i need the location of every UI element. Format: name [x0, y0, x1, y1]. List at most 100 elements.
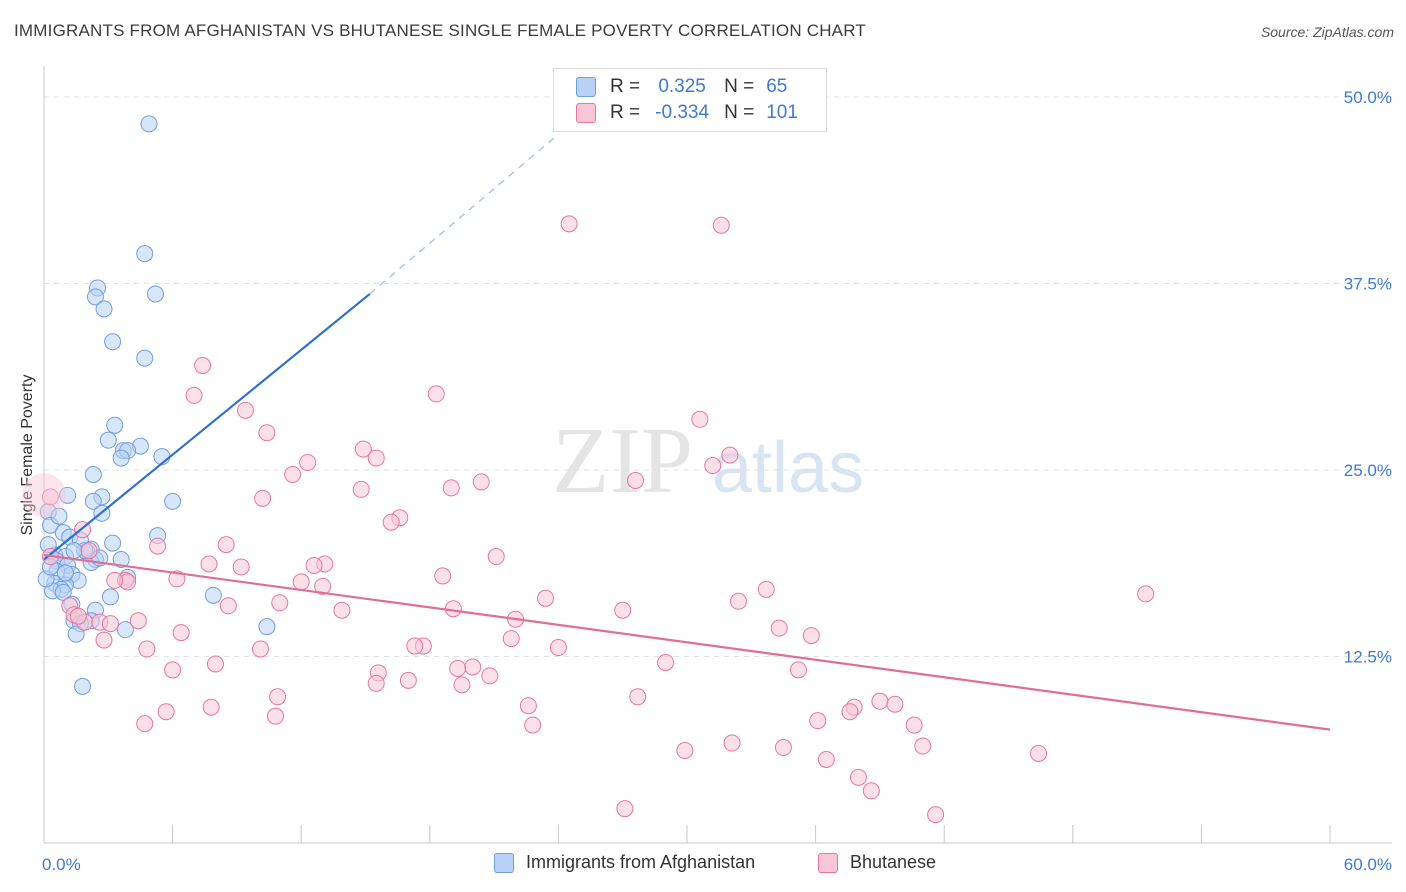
data-point [101, 588, 119, 606]
chart-title: IMMIGRANTS FROM AFGHANISTAN VS BHUTANESE… [14, 21, 866, 40]
data-point [80, 542, 98, 560]
x-tick-label: 60.0% [1344, 855, 1392, 874]
legend-n-value: 101 [766, 102, 798, 123]
data-point [729, 592, 747, 610]
data-point [269, 688, 287, 706]
data-point [627, 471, 645, 489]
data-point [817, 750, 835, 768]
legend-r-label: R = [610, 102, 641, 123]
data-point [136, 349, 154, 367]
data-point [314, 577, 332, 595]
data-point [367, 449, 385, 467]
data-point [50, 507, 68, 525]
data-point [723, 734, 741, 752]
data-point [849, 768, 867, 786]
y-tick-label: 50.0% [1344, 88, 1392, 107]
data-point [86, 288, 104, 306]
watermark: ZIP atlas [552, 409, 864, 513]
data-point [236, 401, 254, 419]
data-point [560, 215, 578, 233]
data-point [136, 715, 154, 733]
data-point [774, 739, 792, 757]
data-point [157, 703, 175, 721]
data-point [266, 707, 284, 725]
data-point [481, 667, 499, 685]
data-point-large [22, 473, 66, 518]
data-point [299, 454, 317, 472]
data-point [84, 465, 102, 483]
legend-swatch-afghanistan [576, 77, 596, 97]
data-point [537, 589, 555, 607]
data-point [67, 625, 85, 643]
watermark-zip: ZIP [552, 409, 693, 513]
y-tick-label: 37.5% [1344, 275, 1392, 294]
data-point [333, 601, 351, 619]
data-point [112, 551, 130, 569]
data-point [56, 564, 74, 582]
series-bhutanese-points [22, 215, 1155, 824]
data-point [106, 571, 124, 589]
data-point [271, 594, 289, 612]
data-point [164, 661, 182, 679]
bottom-legend-afghanistan: Immigrants from Afghanistan [494, 852, 755, 873]
data-point [464, 658, 482, 676]
data-point [146, 285, 164, 303]
data-point [905, 716, 923, 734]
data-point [427, 385, 445, 403]
bottom-legend-swatch-afghanistan [494, 852, 514, 873]
data-point [487, 548, 505, 566]
data-point [704, 457, 722, 475]
data-point [74, 677, 92, 695]
x-tick-label: 0.0% [42, 855, 81, 874]
data-point [69, 607, 87, 625]
bottom-legend-label-afghanistan: Immigrants from Afghanistan [526, 852, 756, 872]
data-point [382, 513, 400, 531]
data-point [116, 621, 134, 639]
source-label: Source: ZipAtlas.com [1260, 24, 1394, 40]
legend-n-value: 65 [766, 76, 788, 97]
data-point [219, 597, 237, 615]
legend-swatch-bhutanese [576, 103, 596, 123]
stats-legend: R = 0.325 N = 65 R = -0.334 N = 101 [553, 68, 827, 132]
data-point [95, 631, 113, 649]
data-point [524, 716, 542, 734]
legend-r-value: 0.325 [658, 76, 706, 97]
data-point [614, 601, 632, 619]
watermark-atlas: atlas [712, 428, 864, 508]
data-point [442, 479, 460, 497]
legend-row-bhutanese: R = -0.334 N = 101 [576, 101, 798, 125]
data-point [251, 640, 269, 658]
data-point [254, 489, 272, 507]
data-point [168, 570, 186, 588]
data-point [549, 639, 567, 657]
data-point [59, 486, 77, 504]
data-point [112, 449, 130, 467]
bottom-legend-bhutanese: Bhutanese [818, 852, 936, 873]
data-point [519, 697, 537, 715]
data-point [862, 782, 880, 800]
data-point [406, 637, 424, 655]
data-point [149, 537, 167, 555]
legend-r-value: -0.334 [655, 102, 710, 123]
bottom-legend-label-bhutanese: Bhutanese [850, 852, 937, 872]
data-point [305, 556, 323, 574]
data-point [164, 492, 182, 510]
data-point [453, 676, 471, 694]
data-point [1030, 744, 1048, 762]
data-point [809, 712, 827, 730]
tick-labels: 12.5% 25.0% 37.5% 50.0% 0.0% 60.0% [42, 88, 1392, 874]
data-point [140, 115, 158, 133]
data-point [770, 619, 788, 637]
data-point [65, 542, 83, 560]
data-point [721, 446, 739, 464]
legend-r-label: R = [610, 76, 641, 97]
trend-line-bhutanese [43, 553, 1331, 731]
data-point [657, 653, 675, 671]
data-point [41, 488, 59, 506]
legend-n-label: N = [724, 102, 755, 123]
data-point [284, 465, 302, 483]
y-tick-label: 25.0% [1344, 461, 1392, 480]
data-point [95, 300, 113, 318]
data-point [434, 567, 452, 585]
